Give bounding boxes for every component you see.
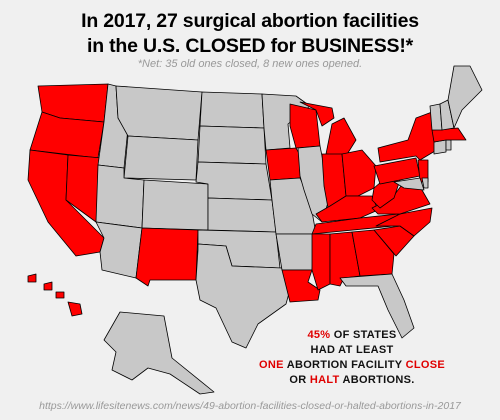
title-line-2: in the U.S. CLOSED for BUSINESS!* bbox=[86, 35, 413, 57]
footnote: *Net: 35 old ones closed, 8 new ones ope… bbox=[137, 58, 363, 70]
stat-percent: 45% bbox=[307, 329, 331, 341]
state-tx bbox=[195, 243, 293, 349]
state-ms bbox=[311, 233, 331, 291]
state-de bbox=[421, 177, 429, 189]
state-sd bbox=[197, 125, 267, 165]
state-me bbox=[447, 65, 483, 129]
state-mi bbox=[299, 101, 357, 157]
state-hi bbox=[27, 273, 83, 317]
state-ky bbox=[315, 195, 379, 223]
statistic-callout: 45% OF STATES HAD AT LEAST ONE ABORTION … bbox=[232, 328, 472, 388]
stat-line-2: HAD AT LEAST bbox=[310, 344, 394, 356]
state-wi bbox=[289, 103, 321, 149]
state-oh bbox=[341, 149, 377, 197]
stat-one: ONE bbox=[259, 359, 284, 371]
stat-line-4-rest: ABORTIONS. bbox=[339, 374, 415, 386]
stat-halt: HALT bbox=[309, 374, 340, 386]
title-line-1: In 2017, 27 surgical abortion facilities bbox=[81, 10, 419, 32]
state-ri bbox=[445, 139, 452, 151]
state-wy bbox=[123, 135, 199, 181]
stat-or: OR bbox=[289, 374, 310, 386]
stat-line-4: OR HALT ABORTIONS. bbox=[232, 373, 472, 388]
state-nm bbox=[135, 227, 199, 287]
state-ks bbox=[207, 197, 277, 233]
state-mt bbox=[115, 85, 203, 141]
stat-line-1-rest: OF STATES bbox=[330, 329, 397, 341]
stat-facility: ABORTION FACILITY bbox=[283, 359, 406, 371]
state-co bbox=[141, 179, 209, 231]
state-fl bbox=[339, 273, 415, 339]
source-url: https://www.lifesitenews.com/news/49-abo… bbox=[39, 400, 461, 412]
state-az bbox=[95, 221, 143, 279]
state-or bbox=[29, 111, 105, 159]
stat-line-1: 45% OF STATES bbox=[232, 328, 472, 343]
state-ar bbox=[275, 233, 317, 271]
stat-close: CLOSE bbox=[405, 359, 445, 371]
state-ny bbox=[377, 111, 441, 163]
state-ak bbox=[103, 311, 215, 395]
state-md bbox=[393, 177, 425, 191]
state-la bbox=[281, 269, 321, 303]
state-nd bbox=[199, 91, 265, 129]
stat-line-3: ONE ABORTION FACILITY CLOSE bbox=[232, 358, 472, 373]
